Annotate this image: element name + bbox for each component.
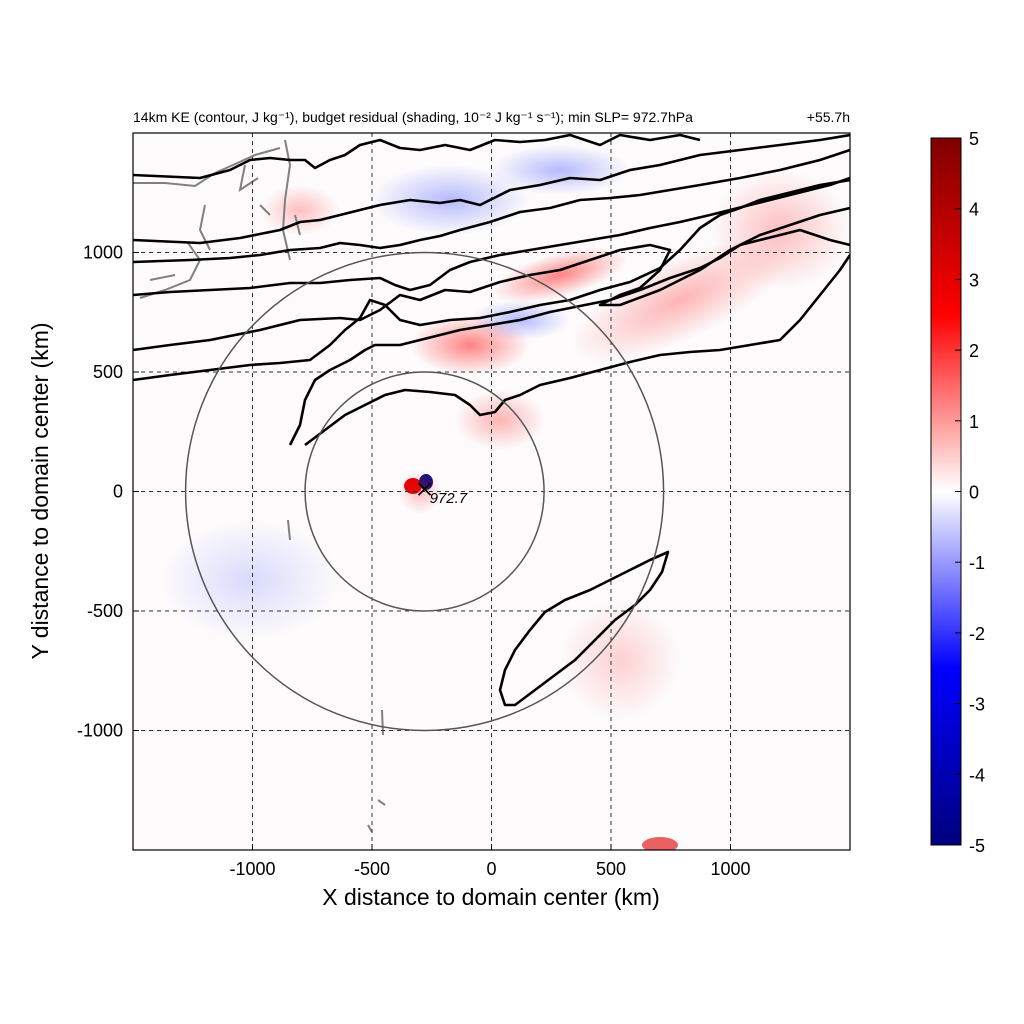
colorbar-ticks: 5 4 3 2 1 0 -1 -2 -3 -4 -5 bbox=[955, 129, 985, 856]
y-tick-label: 1000 bbox=[83, 243, 123, 263]
min-slp-label: 972.7 bbox=[430, 490, 468, 507]
colorbar-tick-label: -4 bbox=[969, 765, 985, 785]
y-tick-label: 500 bbox=[93, 362, 123, 382]
y-tick-label: -1000 bbox=[77, 721, 123, 741]
y-tick-label: 0 bbox=[113, 482, 123, 502]
range-circle bbox=[184, 251, 665, 732]
center-cross-icon bbox=[417, 482, 432, 496]
x-tick-label: 0 bbox=[486, 859, 496, 879]
x-tick-label: 500 bbox=[596, 859, 626, 879]
x-tick-label: -1000 bbox=[229, 859, 275, 879]
colorbar-tick-label: 1 bbox=[969, 412, 979, 432]
colorbar-tick-label: -1 bbox=[969, 553, 985, 573]
x-axis-ticks: -1000 -500 0 500 1000 bbox=[229, 844, 751, 879]
range-circles bbox=[184, 251, 665, 732]
colorbar-tick-label: 2 bbox=[969, 341, 979, 361]
ke-contours bbox=[133, 133, 850, 707]
y-axis-label: Y distance to domain center (km) bbox=[27, 322, 53, 659]
y-tick-label: -500 bbox=[87, 601, 123, 621]
colorbar-tick-label: -5 bbox=[969, 836, 985, 856]
x-tick-label: 1000 bbox=[710, 859, 750, 879]
colorbar-tick-label: 0 bbox=[969, 483, 979, 503]
colorbar-tick-label: -3 bbox=[969, 695, 985, 715]
range-circle bbox=[304, 371, 545, 612]
colorbar-tick-label: 4 bbox=[969, 200, 979, 220]
time-label: +55.7h bbox=[807, 109, 850, 125]
colorbar-tick-label: -2 bbox=[969, 624, 985, 644]
colorbar-tick-label: 5 bbox=[969, 129, 979, 149]
y-axis-ticks: 1000 500 0 -500 -1000 bbox=[77, 243, 139, 741]
colorbar-tick-label: 3 bbox=[969, 270, 979, 290]
x-axis-label: X distance to domain center (km) bbox=[322, 884, 659, 910]
storm-center-marker: 972.7 bbox=[417, 482, 468, 507]
chart-title: 14km KE (contour, J kg⁻¹), budget residu… bbox=[133, 109, 693, 125]
shading-layer bbox=[160, 145, 850, 850]
x-tick-label: -500 bbox=[354, 859, 390, 879]
